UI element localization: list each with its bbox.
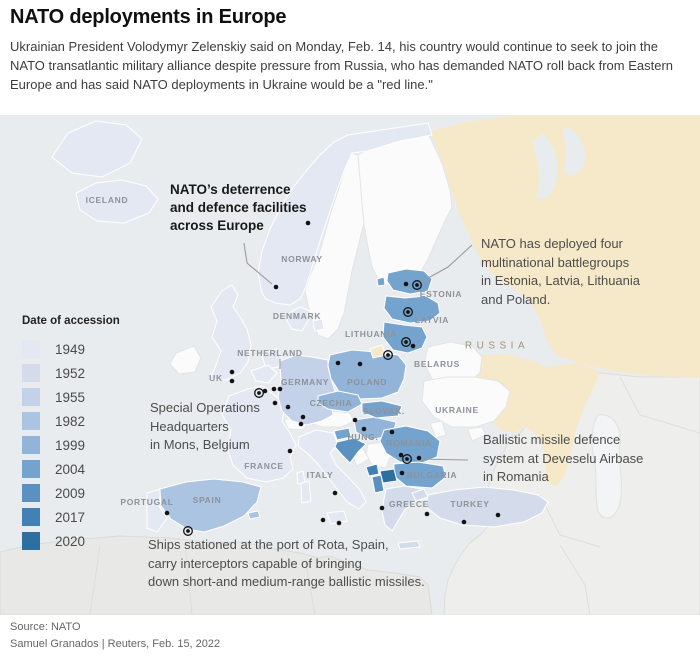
country-germany xyxy=(277,354,336,426)
facility-dot xyxy=(403,281,409,287)
facility-ring xyxy=(254,388,264,398)
map-area: ICELAND NORWAY DENMARK NETHERLAND UK GERMANY P… xyxy=(0,115,700,615)
country-uk xyxy=(209,284,252,381)
facility-dots xyxy=(164,220,501,536)
country-belgium xyxy=(250,364,278,384)
facility-dot xyxy=(271,386,277,392)
facility-dot xyxy=(410,343,416,349)
facility-dot xyxy=(336,520,342,526)
country-croatia xyxy=(334,437,367,464)
country-moldova xyxy=(429,420,447,439)
leader-battlegroups xyxy=(420,244,473,283)
byline: Samuel Granados | Reuters, Feb. 15, 2022 xyxy=(10,638,221,650)
facility-dot-ringed xyxy=(415,283,419,287)
country-ireland xyxy=(169,345,202,375)
country-greenland-tip xyxy=(51,120,143,178)
country-romania xyxy=(379,425,441,464)
country-albania xyxy=(371,474,385,494)
facility-dot xyxy=(277,386,283,392)
facility-ring xyxy=(402,454,412,464)
facility-ring xyxy=(383,350,393,360)
country-ukraine xyxy=(421,376,511,442)
leader-deveselu xyxy=(415,458,469,461)
intro-paragraph: Ukrainian President Volodymyr Zelenskiy … xyxy=(10,39,674,92)
facility-dot xyxy=(298,421,304,427)
facility-ring xyxy=(412,280,422,290)
facility-dot xyxy=(229,378,235,384)
facility-dot xyxy=(352,417,358,423)
facility-ring xyxy=(403,307,413,317)
facility-dot xyxy=(495,512,501,518)
facility-dot xyxy=(285,404,291,410)
facility-dot xyxy=(305,220,311,226)
facility-dot xyxy=(357,361,363,367)
country-slovakia xyxy=(361,400,403,419)
country-montenegro xyxy=(365,463,380,477)
source-line: Source: NATO xyxy=(10,621,81,633)
facility-dot xyxy=(272,400,278,406)
leader-lines xyxy=(243,242,473,461)
country-slovenia xyxy=(333,427,352,441)
europe-map xyxy=(0,115,700,615)
facility-dot xyxy=(335,360,341,366)
country-turkey xyxy=(411,486,549,528)
leader-deterrence xyxy=(243,242,273,285)
country-north-macedonia xyxy=(379,468,398,484)
facility-dot xyxy=(229,369,235,375)
country-russia xyxy=(430,116,700,378)
facility-dot-ringed xyxy=(405,457,409,461)
facility-dot xyxy=(398,452,404,458)
facility-dot xyxy=(461,519,467,525)
facility-dot-ringed xyxy=(406,310,410,314)
facility-dot xyxy=(273,284,279,290)
facility-ring xyxy=(401,337,411,347)
footer: Source: NATO Samuel Granados | Reuters, … xyxy=(10,619,220,653)
country-spain xyxy=(159,478,262,533)
country-iceland xyxy=(75,179,159,224)
facility-dot xyxy=(399,470,405,476)
facility-dot-ringed xyxy=(186,529,190,533)
page-title: NATO deployments in Europe xyxy=(10,6,287,28)
facility-dot xyxy=(287,448,293,454)
facility-dot xyxy=(262,388,268,394)
country-norway xyxy=(257,122,433,306)
region-kaliningrad xyxy=(369,344,387,359)
country-czechia xyxy=(317,390,363,413)
facility-dot-ringed xyxy=(386,353,390,357)
border-lines-mideast xyxy=(89,376,700,615)
facility-dot xyxy=(164,510,170,516)
country-italy xyxy=(297,429,367,525)
facility-dot xyxy=(361,426,367,432)
facility-dot xyxy=(416,455,422,461)
country-denmark xyxy=(286,306,325,332)
facility-dot xyxy=(300,414,306,420)
white-sea xyxy=(532,127,586,200)
facility-dot xyxy=(320,517,326,523)
facility-dot xyxy=(332,490,338,496)
facility-ring xyxy=(183,526,193,536)
facility-dot xyxy=(424,511,430,517)
region-north-africa xyxy=(0,535,433,615)
header: NATO deployments in Europe Ukrainian Pre… xyxy=(10,6,692,95)
facility-dot xyxy=(379,505,385,511)
caspian-sea xyxy=(591,414,622,519)
facility-dot-ringed xyxy=(257,391,261,395)
facility-dot xyxy=(389,429,395,435)
country-estonia xyxy=(376,268,433,295)
facility-dot-ringed xyxy=(404,340,408,344)
